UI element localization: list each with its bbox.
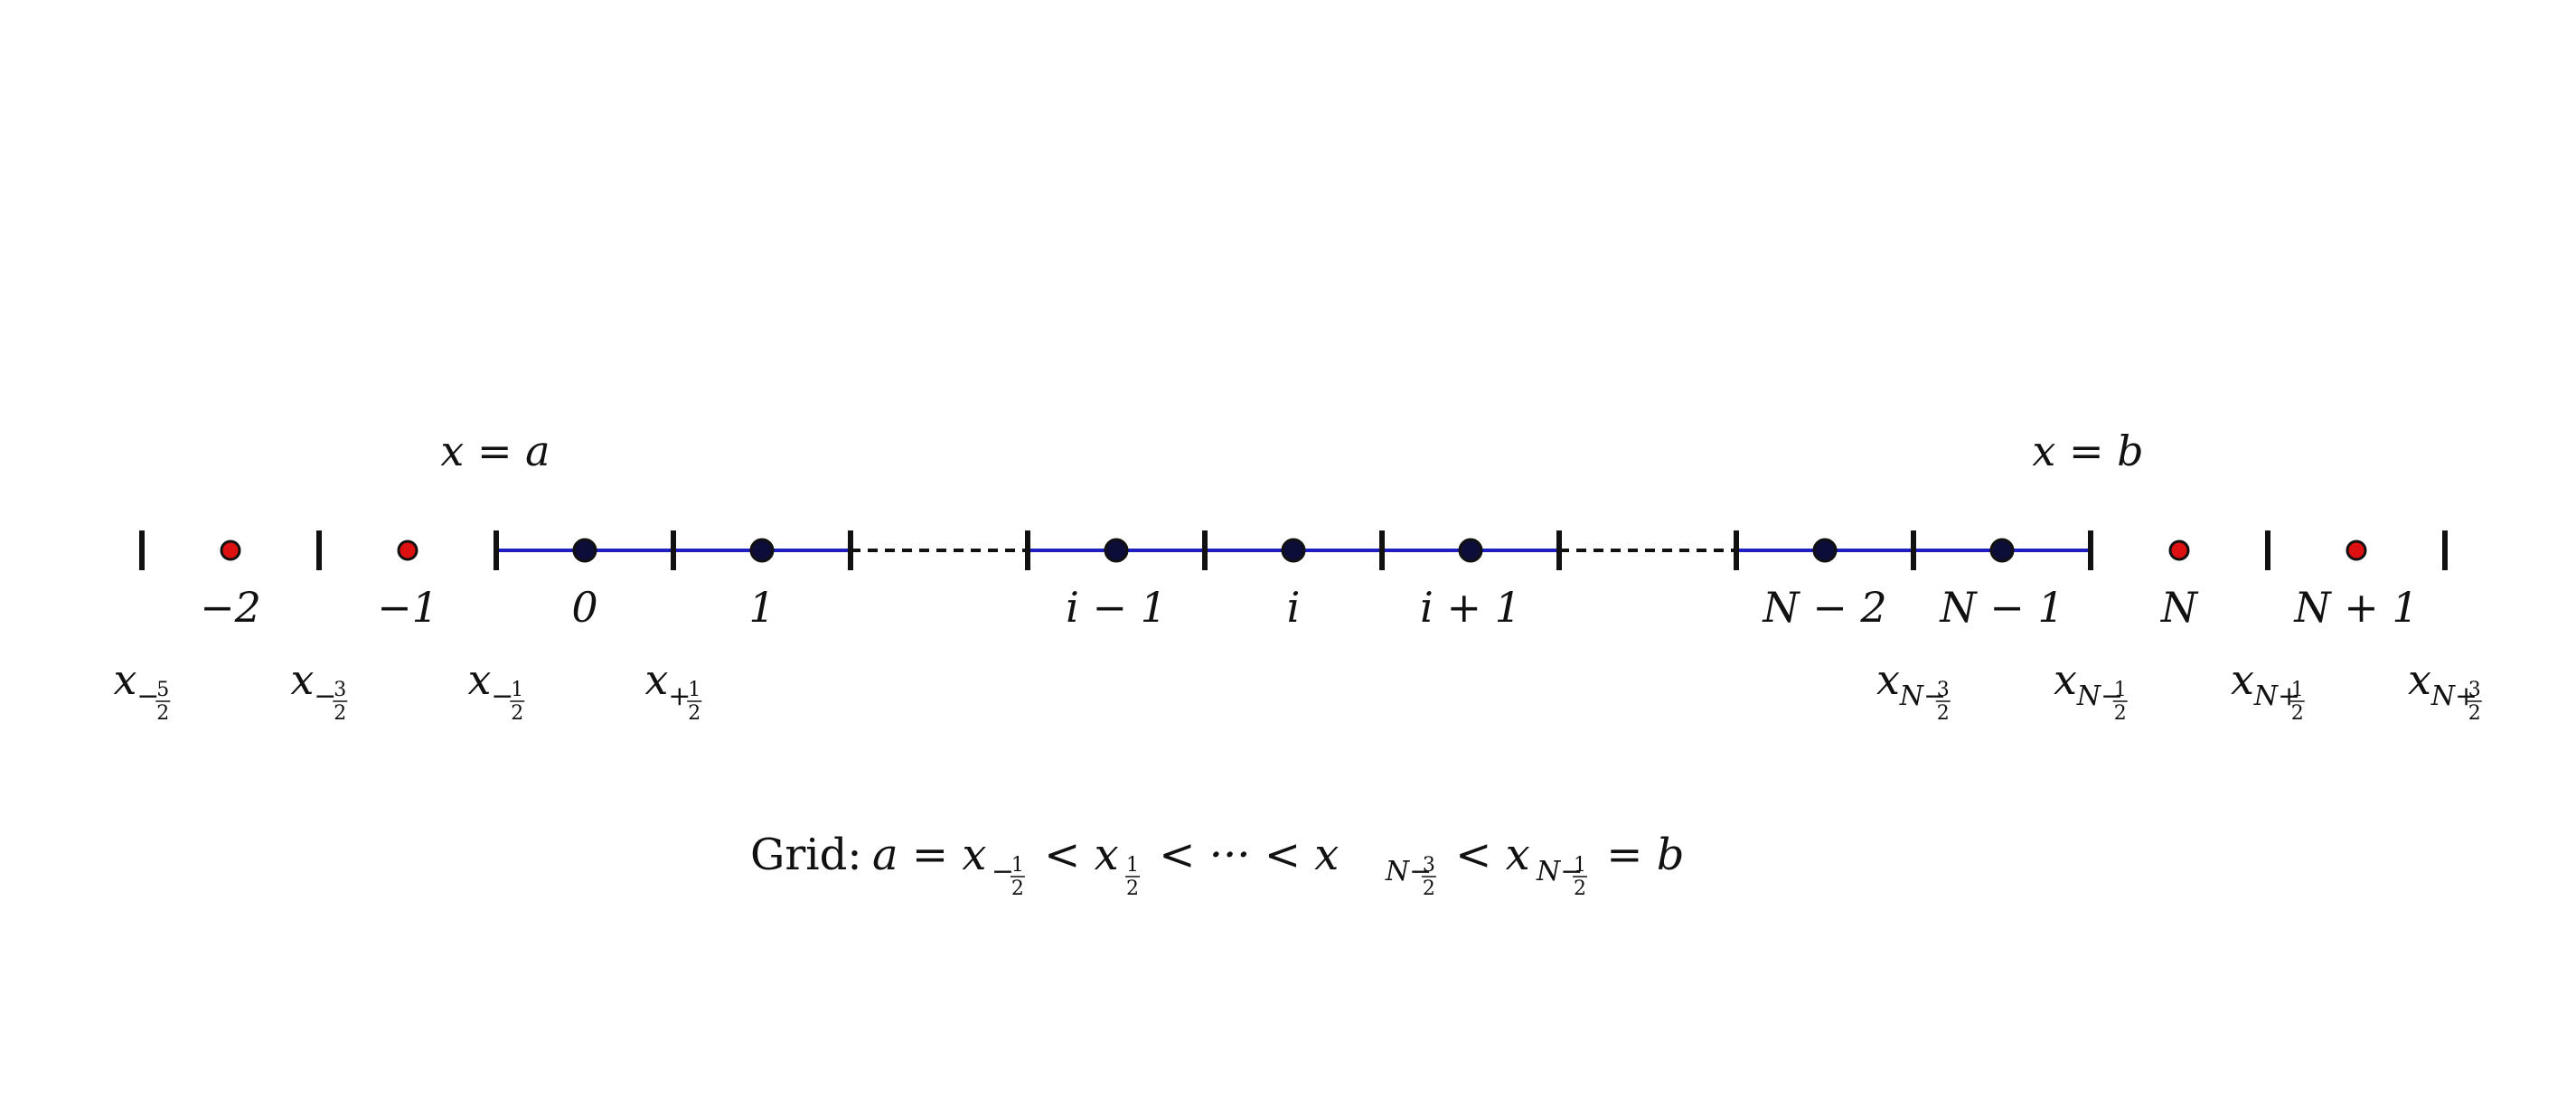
interface-label: x N−12 (2054, 655, 2128, 725)
grid-caption-frac-den: 2 (1126, 877, 1139, 900)
label-subscript-sign: − (314, 680, 336, 712)
cell-index-label: N + 1 (2293, 583, 2418, 632)
cell-index-label: N − 1 (1939, 583, 2064, 632)
left-boundary-label: x = a (440, 427, 550, 475)
ghost-cell-point (397, 540, 418, 561)
label-frac-num: 3 (1937, 679, 1950, 701)
grid-caption-frac-num: 1 (1011, 854, 1024, 877)
label-frac-den: 2 (334, 702, 346, 725)
cell-center-points (220, 538, 2367, 563)
interior-cell-point (1281, 538, 1306, 563)
label-frac-den: 2 (511, 702, 523, 725)
label-frac-num: 1 (688, 679, 700, 701)
grid-caption-frac-num: 3 (1423, 854, 1435, 877)
label-base: x (1876, 655, 1900, 704)
label-frac-den: 2 (2468, 702, 2481, 725)
ghost-cell-point (220, 540, 241, 561)
interface-ticks (139, 530, 2448, 570)
cell-index-label: 1 (748, 583, 775, 632)
interface-labels: x −52x −32x −12x +12x N−32x N−12x N+12x N+32 (114, 655, 2482, 725)
ghost-cell-point (2346, 540, 2367, 561)
label-frac-den: 2 (2114, 702, 2127, 725)
grid-caption-text: a = x (872, 830, 986, 880)
label-frac-den: 2 (1937, 702, 1950, 725)
label-subscript-sign: N+ (2430, 680, 2477, 712)
label-base: x (2054, 655, 2077, 704)
grid-caption-text: = b (1593, 830, 1684, 880)
interface-label: x −52 (114, 655, 171, 725)
right-boundary-label: x = b (2032, 427, 2143, 475)
interface-label: x N−32 (1876, 655, 1951, 725)
cell-index-label: N (2160, 583, 2199, 632)
cell-index-label: 0 (571, 583, 597, 632)
label-subscript-sign: N− (2076, 680, 2123, 712)
cell-index-label: i − 1 (1066, 583, 1167, 632)
cell-index-label: N − 2 (1762, 583, 1886, 632)
label-frac-num: 5 (156, 679, 169, 701)
interior-cell-point (1458, 538, 1483, 563)
grid-caption-text: < x (1442, 830, 1530, 880)
cell-index-label: −1 (377, 583, 438, 632)
grid-caption-subscript-sign: N− (1536, 856, 1583, 887)
label-subscript-sign: + (668, 680, 691, 712)
label-base: x (468, 655, 492, 704)
label-frac-num: 3 (2468, 679, 2481, 701)
grid-caption-frac-den: 2 (1574, 877, 1586, 900)
interface-label: x −32 (291, 655, 348, 725)
label-frac-num: 1 (511, 679, 523, 701)
label-subscript-sign: − (491, 680, 513, 712)
label-frac-num: 3 (334, 679, 346, 701)
label-frac-den: 2 (688, 702, 700, 725)
label-base: x (2231, 655, 2254, 704)
interface-label: x −12 (468, 655, 525, 725)
label-frac-num: 1 (2114, 679, 2127, 701)
cell-index-label: −2 (200, 583, 261, 632)
label-frac-den: 2 (156, 702, 169, 725)
cell-index-labels: −2 −1 0 1 i − 1 i i + 1 N − 2 N − 1 N N + 1 (200, 583, 2419, 632)
interior-cell-point (1104, 538, 1129, 563)
label-frac-den: 2 (2291, 702, 2304, 725)
label-base: x (291, 655, 315, 704)
interface-label: x +12 (645, 655, 702, 725)
grid-caption-frac-num: 1 (1574, 854, 1586, 877)
grid-caption-frac-den: 2 (1423, 877, 1435, 900)
interface-label: x N+32 (2408, 655, 2482, 725)
grid-caption-text: < ··· < x (1145, 830, 1339, 880)
label-frac-num: 1 (2291, 679, 2304, 701)
grid-caption-subscript-sign: − (992, 856, 1014, 887)
grid-caption-group: Grid: a = x −12 < x 12 < ··· < x N−32 < x N−1… (750, 830, 1685, 900)
label-subscript-sign: N− (1899, 680, 1946, 712)
interior-cell-point (749, 538, 775, 563)
label-base: x (114, 655, 137, 704)
interface-label: x N+12 (2231, 655, 2305, 725)
label-subscript-sign: N+ (2253, 680, 2300, 712)
label-base: x (2408, 655, 2431, 704)
grid-caption-frac-den: 2 (1011, 877, 1024, 900)
grid-caption-frac-num: 1 (1126, 854, 1139, 877)
grid-caption-text: < x (1030, 830, 1119, 880)
label-subscript-sign: − (136, 680, 159, 712)
label-base: x (645, 655, 669, 704)
cell-index-label: i (1287, 583, 1301, 632)
cell-index-label: i + 1 (1420, 583, 1521, 632)
grid-caption-prefix: Grid: (750, 830, 862, 880)
interior-cell-point (1812, 538, 1838, 563)
interior-cell-point (1989, 538, 2015, 563)
ghost-cell-point (2168, 540, 2190, 561)
interior-cell-point (572, 538, 597, 563)
grid-caption-subscript-sign: N− (1385, 856, 1432, 887)
